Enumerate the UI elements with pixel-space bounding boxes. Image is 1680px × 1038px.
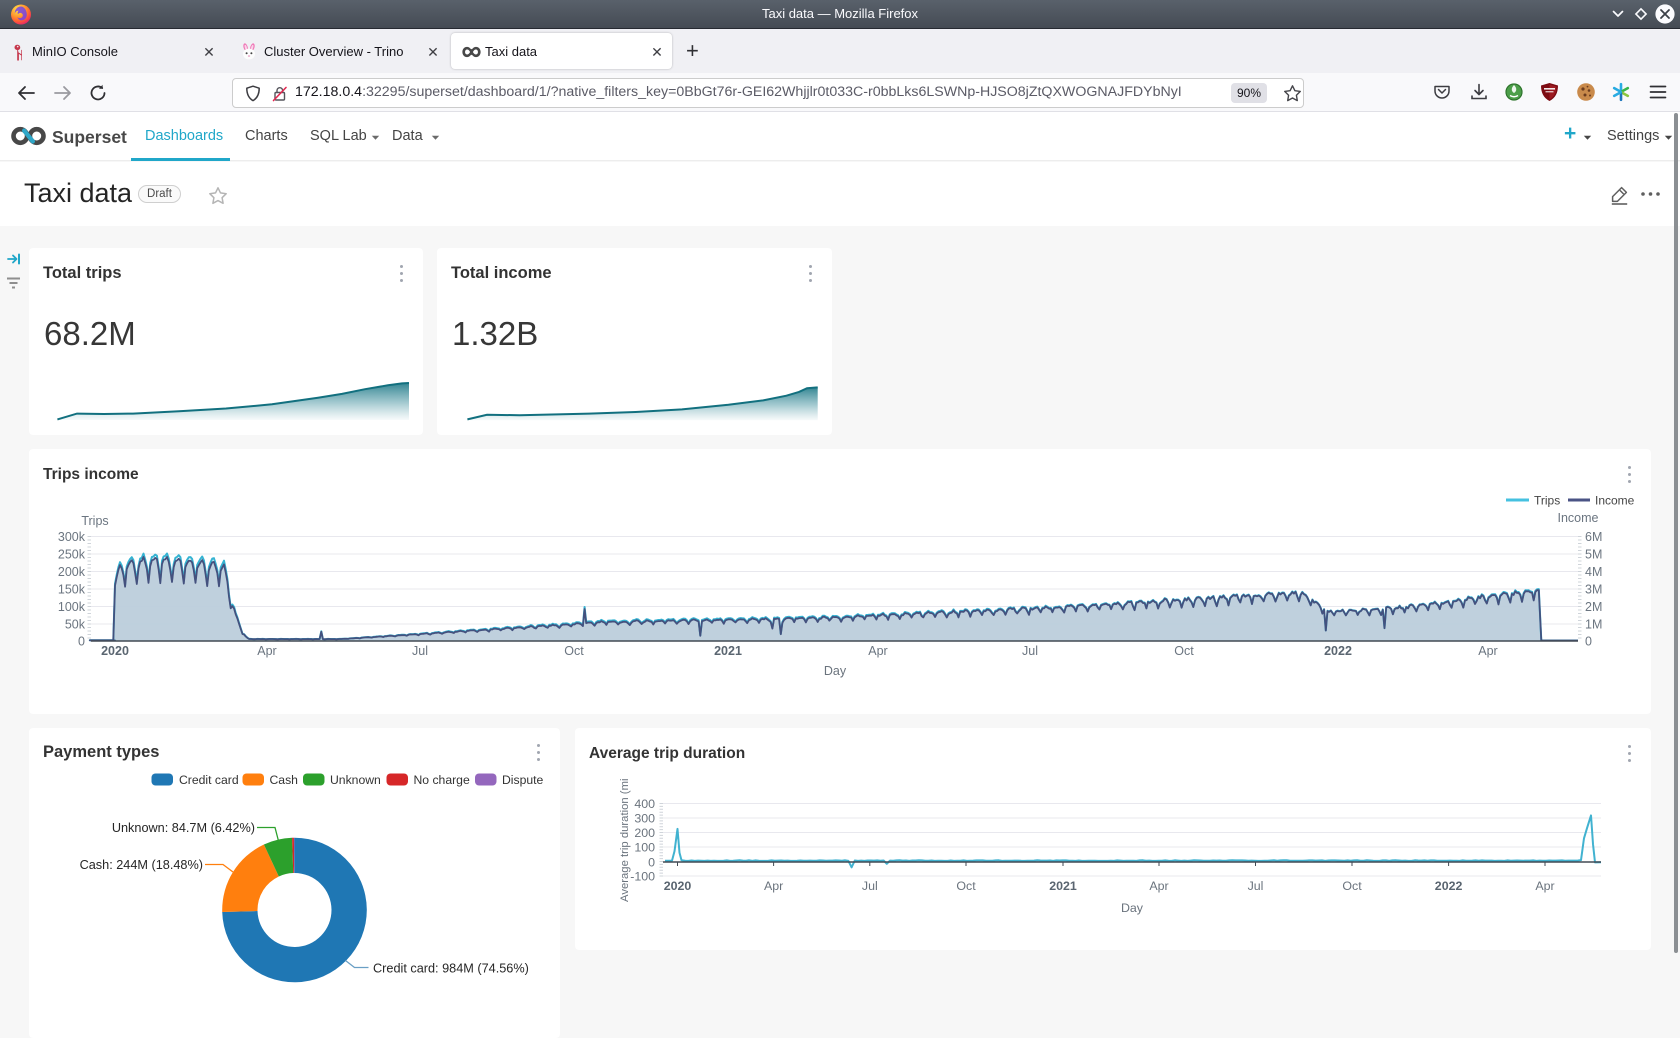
svg-text:Cash: 244M (18.48%): Cash: 244M (18.48%) — [80, 858, 203, 872]
svg-text:Unknown: 84.7M (6.42%): Unknown: 84.7M (6.42%) — [112, 821, 255, 835]
svg-text:250k: 250k — [58, 548, 86, 562]
svg-text:Apr: Apr — [764, 879, 783, 893]
svg-text:3M: 3M — [1585, 583, 1602, 597]
svg-text:0: 0 — [1585, 635, 1592, 649]
svg-text:50k: 50k — [65, 618, 86, 632]
svg-text:Oct: Oct — [1174, 644, 1194, 658]
svg-text:Jul: Jul — [1248, 879, 1264, 893]
svg-text:Apr: Apr — [868, 644, 887, 658]
svg-text:100: 100 — [634, 841, 655, 855]
svg-text:400: 400 — [634, 797, 655, 811]
svg-text:Apr: Apr — [257, 644, 276, 658]
svg-text:2021: 2021 — [714, 644, 742, 658]
svg-text:2M: 2M — [1585, 600, 1602, 614]
svg-text:0: 0 — [648, 856, 655, 870]
svg-text:Apr: Apr — [1478, 644, 1497, 658]
svg-text:4M: 4M — [1585, 565, 1602, 579]
svg-text:Day: Day — [824, 664, 847, 678]
svg-text:Dispute: Dispute — [502, 773, 544, 787]
svg-text:Credit card: 984M (74.56%): Credit card: 984M (74.56%) — [373, 962, 529, 976]
svg-text:Oct: Oct — [956, 879, 976, 893]
svg-text:300: 300 — [634, 812, 655, 826]
svg-text:No charge: No charge — [414, 773, 470, 787]
svg-text:Trips: Trips — [1534, 494, 1560, 508]
svg-text:0: 0 — [78, 635, 85, 649]
svg-text:300k: 300k — [58, 530, 86, 544]
svg-text:Trips: Trips — [81, 514, 108, 528]
svg-text:2021: 2021 — [1049, 879, 1077, 893]
svg-text:Jul: Jul — [412, 644, 428, 658]
svg-text:Apr: Apr — [1535, 879, 1554, 893]
svg-text:5M: 5M — [1585, 548, 1602, 562]
svg-text:Average trip duration (minutes: Average trip duration (minutes) — [619, 747, 631, 902]
svg-text:1M: 1M — [1585, 618, 1602, 632]
svg-text:2022: 2022 — [1435, 879, 1463, 893]
svg-text:Income: Income — [1595, 494, 1635, 508]
svg-text:Credit card: Credit card — [179, 773, 239, 787]
svg-text:150k: 150k — [58, 583, 86, 597]
svg-text:Oct: Oct — [564, 644, 584, 658]
svg-text:-100: -100 — [630, 870, 655, 884]
svg-text:200k: 200k — [58, 565, 86, 579]
svg-text:200: 200 — [634, 826, 655, 840]
svg-text:Unknown: Unknown — [330, 773, 381, 787]
svg-text:Jul: Jul — [862, 879, 878, 893]
svg-text:2022: 2022 — [1324, 644, 1352, 658]
svg-text:6M: 6M — [1585, 530, 1602, 544]
svg-text:100k: 100k — [58, 600, 86, 614]
svg-text:2020: 2020 — [101, 644, 129, 658]
svg-text:Oct: Oct — [1342, 879, 1362, 893]
svg-text:Day: Day — [1121, 901, 1144, 915]
svg-text:Cash: Cash — [270, 773, 298, 787]
svg-text:Income: Income — [1558, 511, 1599, 525]
svg-text:Jul: Jul — [1022, 644, 1038, 658]
svg-text:2020: 2020 — [664, 879, 692, 893]
svg-text:Apr: Apr — [1149, 879, 1168, 893]
